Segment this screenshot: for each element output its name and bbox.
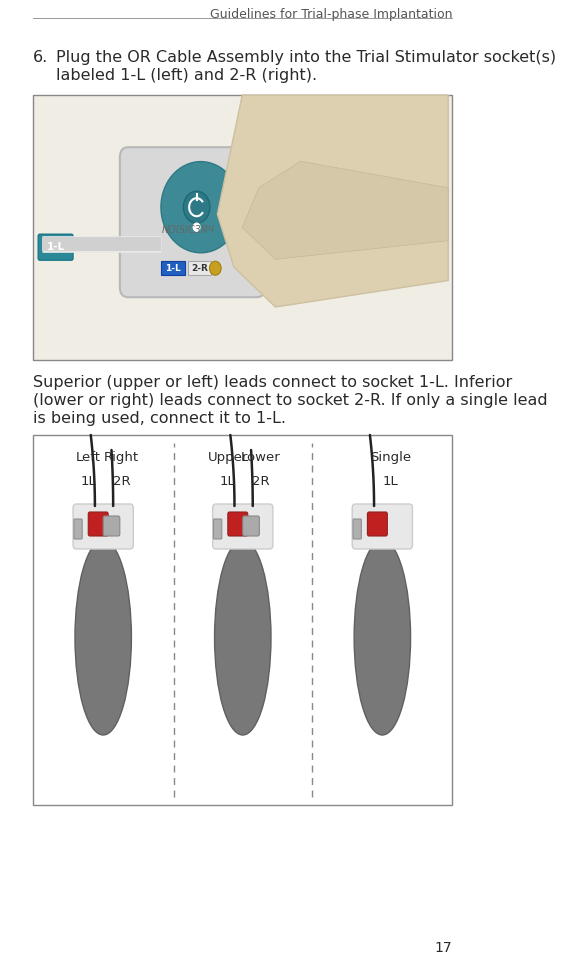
Bar [33, 95, 452, 360]
Text: 17: 17 [435, 941, 452, 955]
FancyBboxPatch shape [73, 504, 133, 549]
Text: 2-R: 2-R [191, 264, 208, 272]
Bar [188, 261, 211, 275]
Circle shape [193, 223, 200, 232]
FancyBboxPatch shape [214, 519, 222, 539]
FancyBboxPatch shape [367, 512, 387, 536]
Text: is being used, connect it to 1-L.: is being used, connect it to 1-L. [33, 411, 286, 426]
Text: Upper: Upper [208, 451, 248, 464]
FancyBboxPatch shape [353, 519, 362, 539]
Text: 1-L: 1-L [165, 264, 181, 272]
Text: 1L: 1L [383, 475, 398, 488]
Bar [33, 435, 452, 805]
FancyBboxPatch shape [120, 147, 265, 297]
FancyBboxPatch shape [74, 519, 82, 539]
Polygon shape [242, 162, 448, 259]
FancyBboxPatch shape [38, 234, 73, 260]
Text: Single: Single [370, 451, 411, 464]
Ellipse shape [354, 540, 411, 735]
Bar [161, 261, 185, 275]
Circle shape [126, 240, 135, 250]
Ellipse shape [161, 162, 240, 253]
Text: 2R: 2R [252, 475, 270, 488]
FancyBboxPatch shape [243, 516, 259, 536]
FancyBboxPatch shape [88, 512, 108, 536]
Text: Guidelines for Trial-phase Implantation: Guidelines for Trial-phase Implantation [210, 8, 452, 21]
Text: 1-L: 1-L [47, 242, 65, 252]
FancyBboxPatch shape [103, 516, 120, 536]
Text: 6.: 6. [33, 50, 49, 65]
Text: labeled 1-L (left) and 2-R (right).: labeled 1-L (left) and 2-R (right). [56, 68, 318, 83]
Text: Right: Right [104, 451, 139, 464]
Ellipse shape [75, 540, 132, 735]
Text: Left: Left [76, 451, 101, 464]
Text: Superior (upper or left) leads connect to socket 1-L. Inferior: Superior (upper or left) leads connect t… [33, 375, 512, 390]
Circle shape [183, 192, 210, 223]
Text: NOISIC3ЯЧ: NOISIC3ЯЧ [161, 225, 215, 235]
FancyBboxPatch shape [352, 504, 412, 549]
FancyBboxPatch shape [212, 504, 273, 549]
Text: 1L: 1L [220, 475, 236, 488]
Text: (lower or right) leads connect to socket 2-R. If only a single lead: (lower or right) leads connect to socket… [33, 393, 548, 408]
Text: 1L: 1L [80, 475, 96, 488]
Circle shape [209, 261, 221, 275]
Text: Plug the OR Cable Assembly into the Trial Stimulator socket(s): Plug the OR Cable Assembly into the Tria… [56, 50, 556, 65]
FancyBboxPatch shape [228, 512, 248, 536]
Polygon shape [218, 95, 448, 307]
Ellipse shape [215, 540, 271, 735]
Text: Lower: Lower [241, 451, 281, 464]
Text: 2R: 2R [113, 475, 130, 488]
